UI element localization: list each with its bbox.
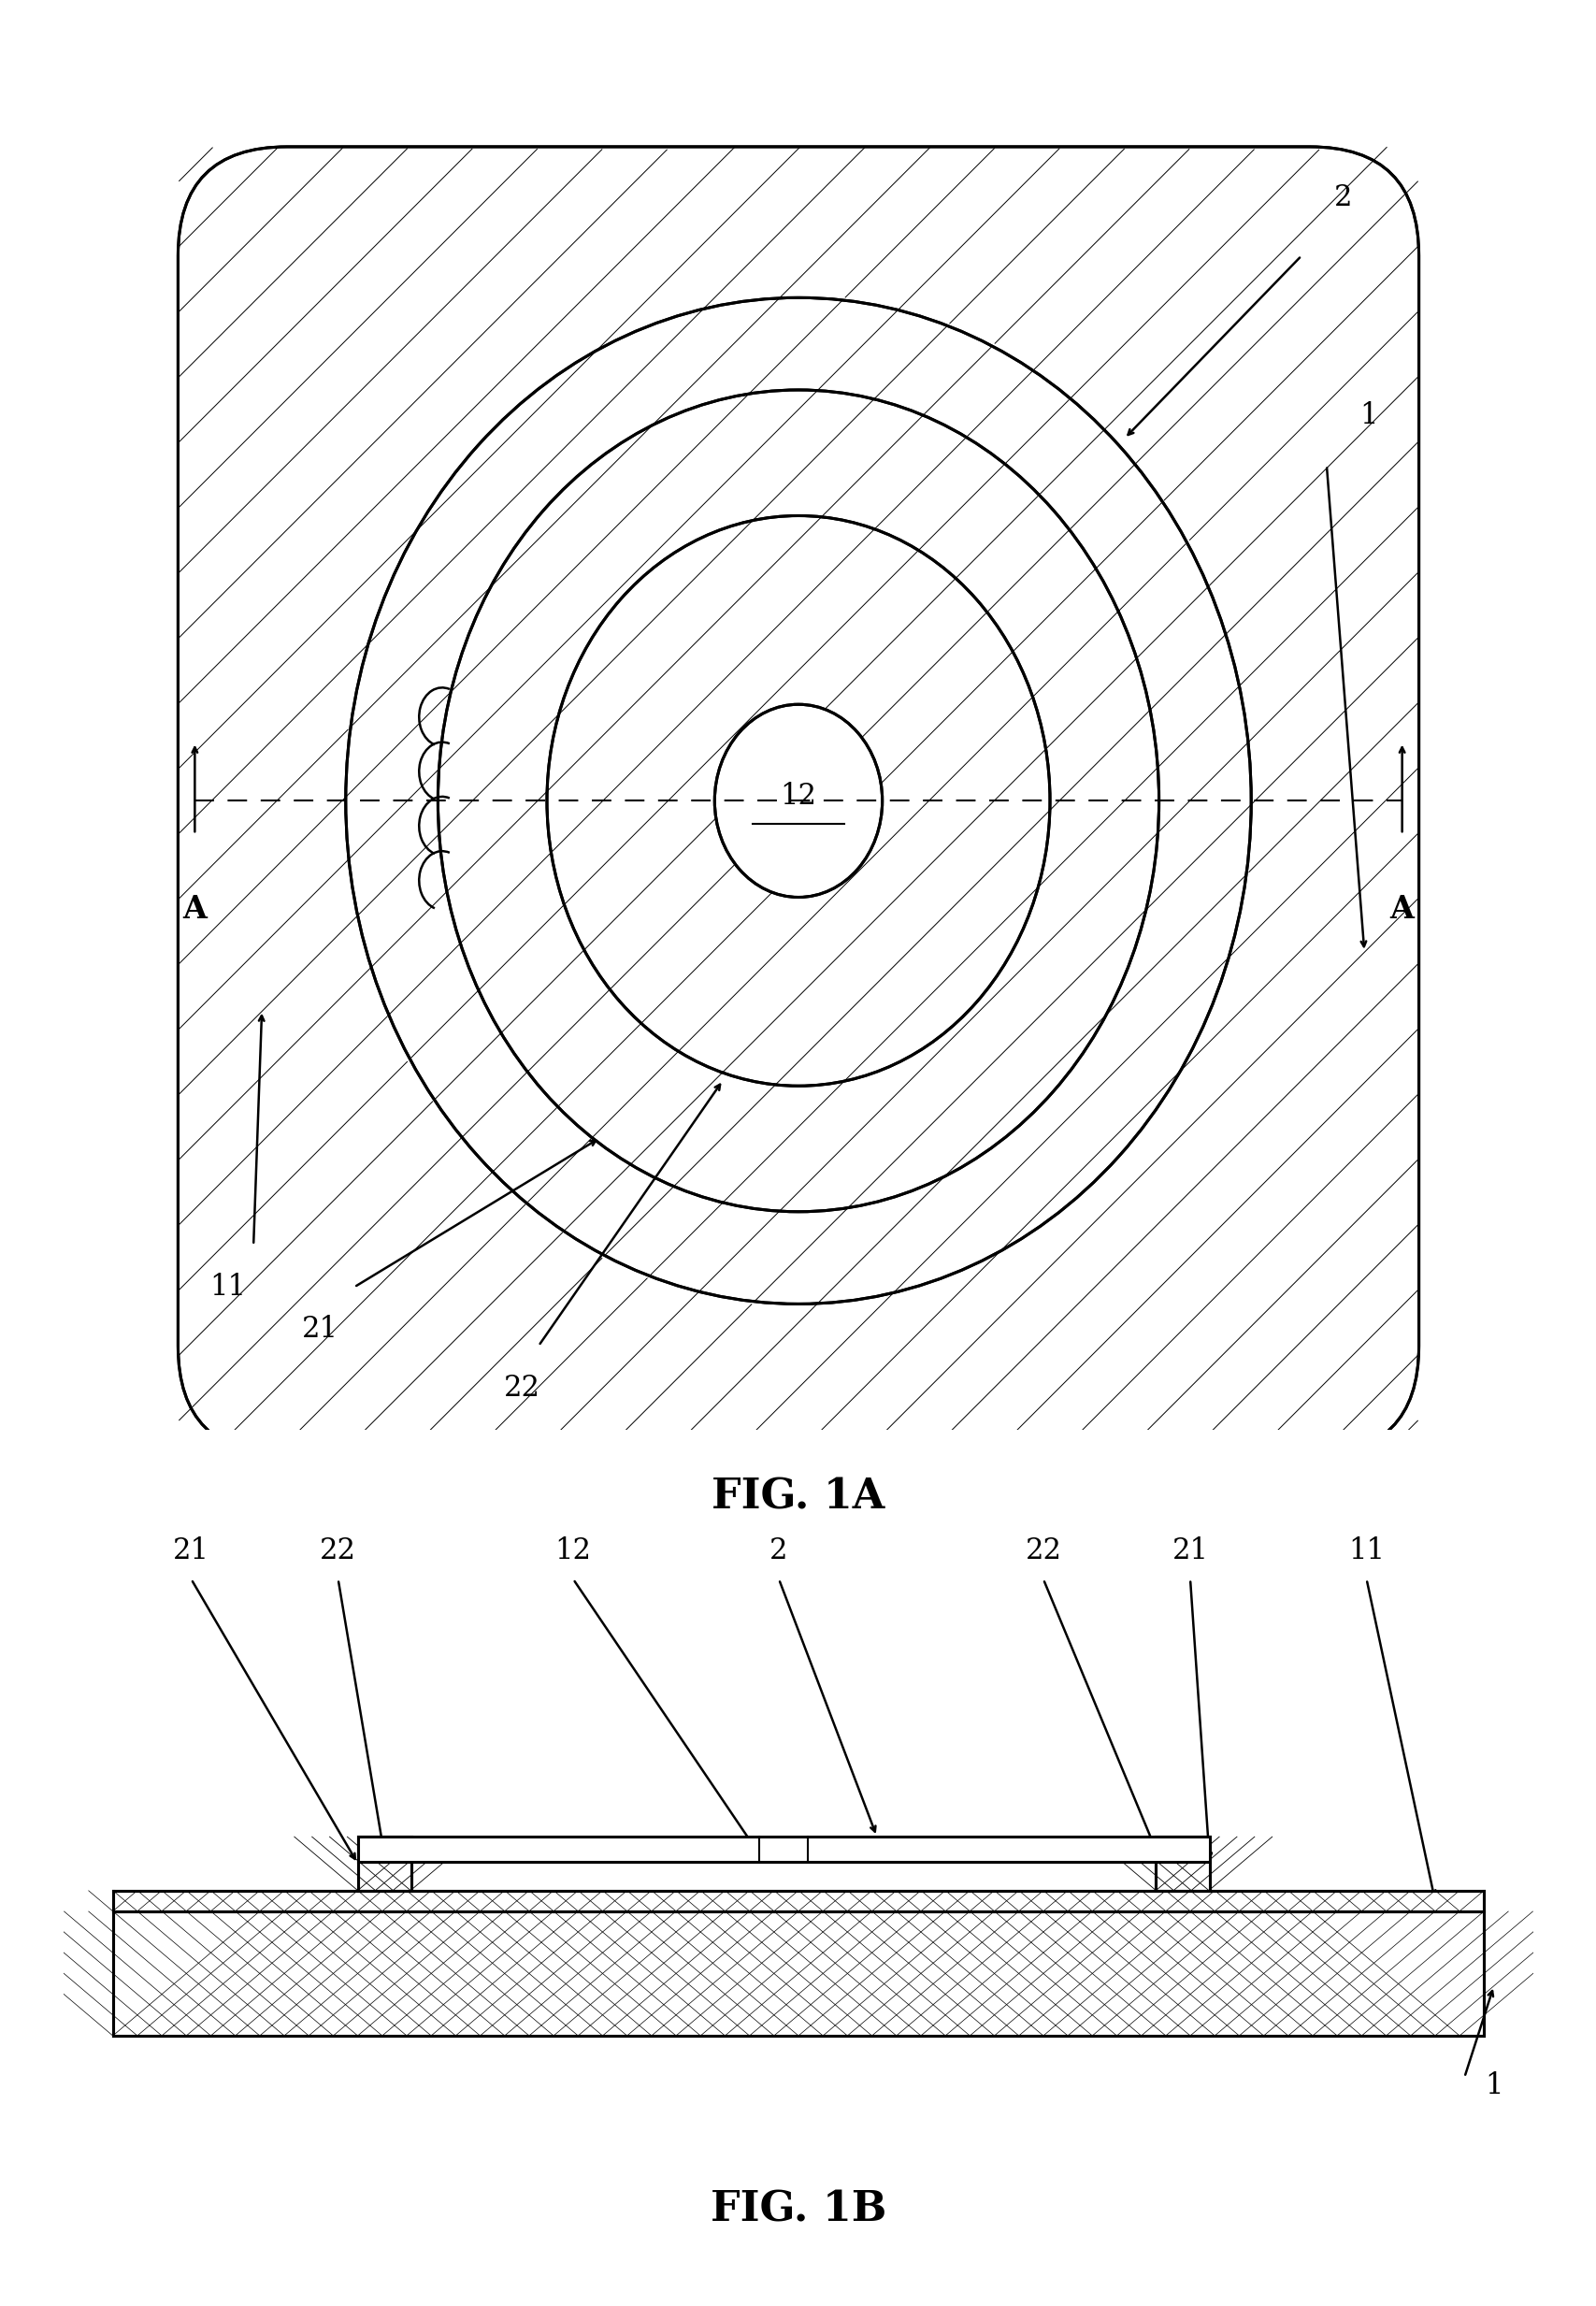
Text: 2: 2 [769, 1536, 787, 1566]
Text: 12: 12 [780, 782, 816, 812]
Bar [1156, 1836, 1210, 1891]
Text: 2: 2 [1334, 182, 1352, 212]
Text: A: A [1389, 895, 1414, 925]
Text: 1: 1 [1358, 401, 1377, 429]
Text: 22: 22 [319, 1536, 356, 1566]
Text: 21: 21 [1171, 1536, 1208, 1566]
Text: 21: 21 [172, 1536, 209, 1566]
Ellipse shape [437, 390, 1159, 1211]
Text: A: A [182, 895, 207, 925]
FancyBboxPatch shape [177, 148, 1419, 1455]
Ellipse shape [713, 703, 883, 897]
Text: 22: 22 [503, 1374, 539, 1402]
Text: FIG. 1A: FIG. 1A [712, 1476, 884, 1517]
Bar [358, 1836, 412, 1891]
Text: 1: 1 [1484, 2071, 1502, 2101]
Text: 22: 22 [1025, 1536, 1061, 1566]
Ellipse shape [345, 297, 1251, 1303]
Bar [113, 1891, 1483, 1912]
Text: 11: 11 [1347, 1536, 1384, 1566]
Bar [358, 1836, 1210, 1861]
Bar [1156, 1836, 1210, 1891]
Text: 11: 11 [211, 1273, 246, 1303]
Bar [358, 1836, 412, 1891]
Ellipse shape [546, 517, 1050, 1086]
Bar [113, 1912, 1483, 2036]
Text: FIG. 1B: FIG. 1B [710, 2191, 886, 2230]
Text: 21: 21 [302, 1314, 338, 1344]
Text: 12: 12 [555, 1536, 591, 1566]
